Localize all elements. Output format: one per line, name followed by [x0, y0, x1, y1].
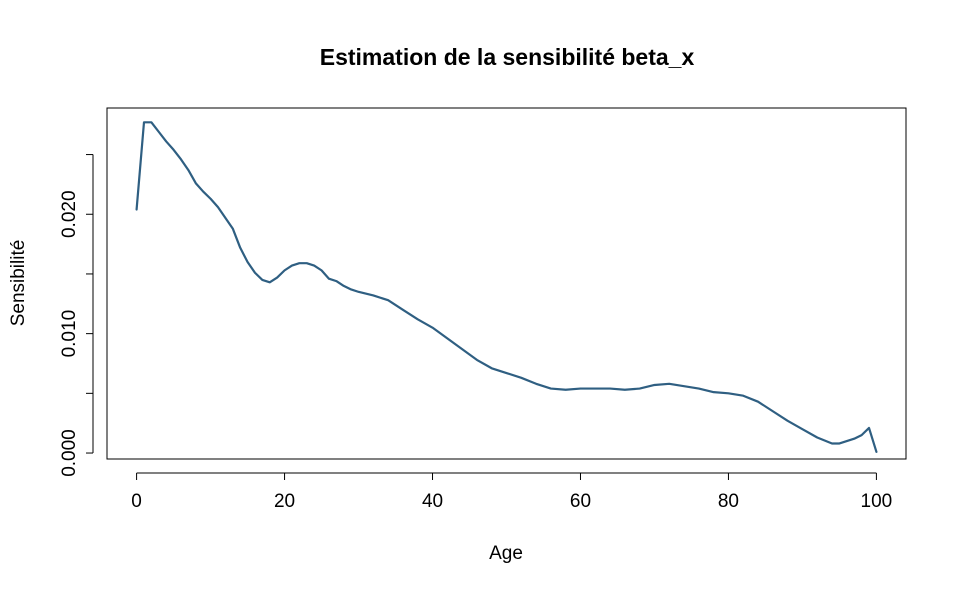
x-tick-label: 0 — [131, 491, 142, 512]
y-tick-label: 0.020 — [59, 190, 80, 238]
x-tick-label: 60 — [570, 491, 591, 512]
x-tick-label: 20 — [274, 491, 295, 512]
chart-title: Estimation de la sensibilité beta_x — [320, 44, 695, 70]
x-axis-title: Age — [489, 543, 523, 564]
plot-frame — [106, 107, 907, 460]
y-axis: 0.000 0.010 0.020 — [59, 154, 94, 477]
y-tick-label: 0.010 — [59, 310, 80, 358]
y-tick-label: 0.000 — [59, 429, 80, 477]
series-line-0 — [135, 121, 878, 453]
x-tick-label: 100 — [861, 491, 893, 512]
x-axis: 0 20 40 60 80 100 — [131, 472, 893, 512]
x-tick-label: 80 — [718, 491, 739, 512]
x-tick-label: 40 — [422, 491, 443, 512]
series-group — [135, 121, 878, 453]
y-axis-title: Sensibilité — [8, 240, 29, 327]
